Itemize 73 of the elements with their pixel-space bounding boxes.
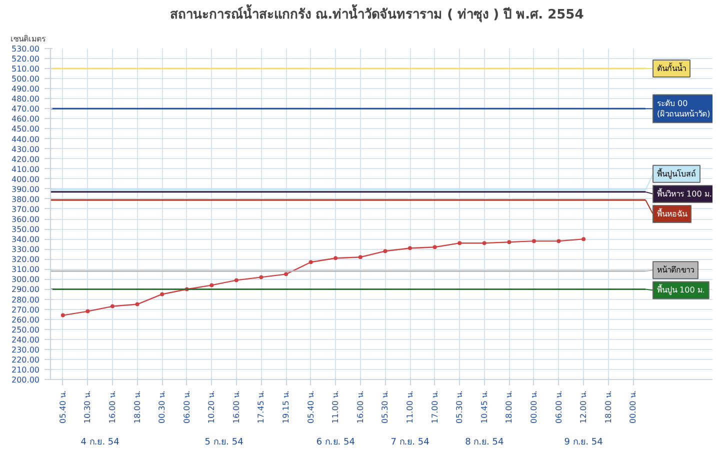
x-tick-label: 17.45 น. xyxy=(256,390,266,424)
ref-line-label: พื้นปูนโบสถ์ xyxy=(656,167,696,180)
y-tick-label: 250.00 xyxy=(12,325,40,334)
text: 9 ก.ย. 54 xyxy=(564,438,604,448)
x-tick-label: 00.00 น. xyxy=(628,390,638,424)
y-tick-label: 220.00 xyxy=(12,355,40,364)
y-tick-label: 410.00 xyxy=(12,164,40,174)
x-tick-label: 11.00 น. xyxy=(331,390,340,424)
y-tick-label: 380.00 xyxy=(12,194,40,204)
y-tick-label: 510.00 xyxy=(12,64,40,74)
x-tick-label: 16.00 น. xyxy=(108,390,117,424)
text: 4 ก.ย. 54 xyxy=(80,438,120,448)
text: 8 ก.ย. 54 xyxy=(465,438,504,448)
y-tick-label: 210.00 xyxy=(12,365,40,374)
y-axis-title: เซนติเมตร xyxy=(10,34,46,44)
x-tick-label: 18.00 น. xyxy=(504,390,514,424)
text: 7 ก.ย. 54 xyxy=(390,438,430,448)
y-tick-label: 490.00 xyxy=(12,84,40,94)
ref-line-label: พื้นหอฉัน xyxy=(656,208,688,218)
x-tick-label: 19.15 น. xyxy=(282,390,291,424)
y-tick-label: 300.00 xyxy=(12,275,40,284)
x-tick-label: 17.00 น. xyxy=(430,390,440,424)
x-tick-label: 18.00 น. xyxy=(132,390,142,424)
y-tick-label: 280.00 xyxy=(12,295,40,304)
y-tick-label: 230.00 xyxy=(12,345,40,354)
x-tick-label: 10.20 น. xyxy=(207,390,216,424)
x-tick-label: 05.30 น. xyxy=(380,390,390,424)
y-tick-label: 440.00 xyxy=(12,134,40,144)
text: 5 ก.ย. 54 xyxy=(204,438,244,448)
y-tick-label: 520.00 xyxy=(12,54,40,64)
y-tick-label: 460.00 xyxy=(12,114,40,124)
ref-line-label: หน้าตึกขาว xyxy=(656,266,694,275)
x-tick-label: 00.00 น. xyxy=(529,390,538,424)
ref-line-label: ระดับ 00 (ผิวถนนหน้าวัด) xyxy=(656,98,710,119)
y-tick-label: 340.00 xyxy=(12,235,40,244)
y-tick-label: 470.00 xyxy=(12,104,40,114)
x-tick-label: 00.30 น. xyxy=(158,390,167,424)
y-tick-label: 350.00 xyxy=(12,225,40,234)
x-tick-label: 18.00 น. xyxy=(604,390,613,424)
x-tick-label: 06.00 น. xyxy=(554,390,564,424)
x-tick-label: 06.00 น. xyxy=(182,390,192,424)
x-tick-label: 11.00 น. xyxy=(406,390,415,424)
y-tick-label: 430.00 xyxy=(12,144,40,154)
y-tick-label: 330.00 xyxy=(12,245,40,254)
y-tick-label: 480.00 xyxy=(12,94,40,104)
y-tick-label: 320.00 xyxy=(12,255,40,264)
y-tick-label: 530.00 xyxy=(12,44,40,54)
y-tick-label: 450.00 xyxy=(12,124,40,134)
x-tick-label: 05.30 น. xyxy=(455,390,464,424)
y-tick-label: 370.00 xyxy=(12,204,40,214)
y-tick-label: 270.00 xyxy=(12,305,40,314)
x-tick-label: 10.30 น. xyxy=(83,390,92,424)
chart-title: สถานะการณ์น้ำสะแกกรัง ณ.ท่าน้ำวัดจันทราราม ( ท่าซุง ) ปี พ.ศ. 2554 xyxy=(170,4,584,22)
ref-line-label: ตันกั้นน้ำ xyxy=(656,62,686,74)
y-tick-label: 200.00 xyxy=(12,376,40,384)
y-tick-label: 420.00 xyxy=(12,154,40,164)
x-tick-label: 10.45 น. xyxy=(480,390,489,424)
y-tick-label: 310.00 xyxy=(12,265,40,274)
ref-line-label: พื้นปูน 100 ม. xyxy=(656,284,705,296)
y-tick-label: 400.00 xyxy=(12,174,40,184)
y-tick-label: 260.00 xyxy=(12,315,40,324)
y-tick-label: 240.00 xyxy=(12,335,40,344)
x-tick-label: 16.00 น. xyxy=(356,390,365,424)
y-tick-label: 360.00 xyxy=(12,215,40,224)
y-tick-label: 500.00 xyxy=(12,74,40,84)
x-tick-label: 05.40 น. xyxy=(58,390,68,424)
y-tick-label: 290.00 xyxy=(12,285,40,294)
text: 6 ก.ย. 54 xyxy=(316,438,356,448)
ref-line-label: พื้นวิหาร 100 ม. xyxy=(656,187,712,198)
y-tick-label: 390.00 xyxy=(12,184,40,194)
x-tick-label: 05.40 น. xyxy=(306,390,316,424)
x-tick-label: 16.00 น. xyxy=(232,390,241,424)
x-tick-label: 12.00 น. xyxy=(579,390,588,424)
